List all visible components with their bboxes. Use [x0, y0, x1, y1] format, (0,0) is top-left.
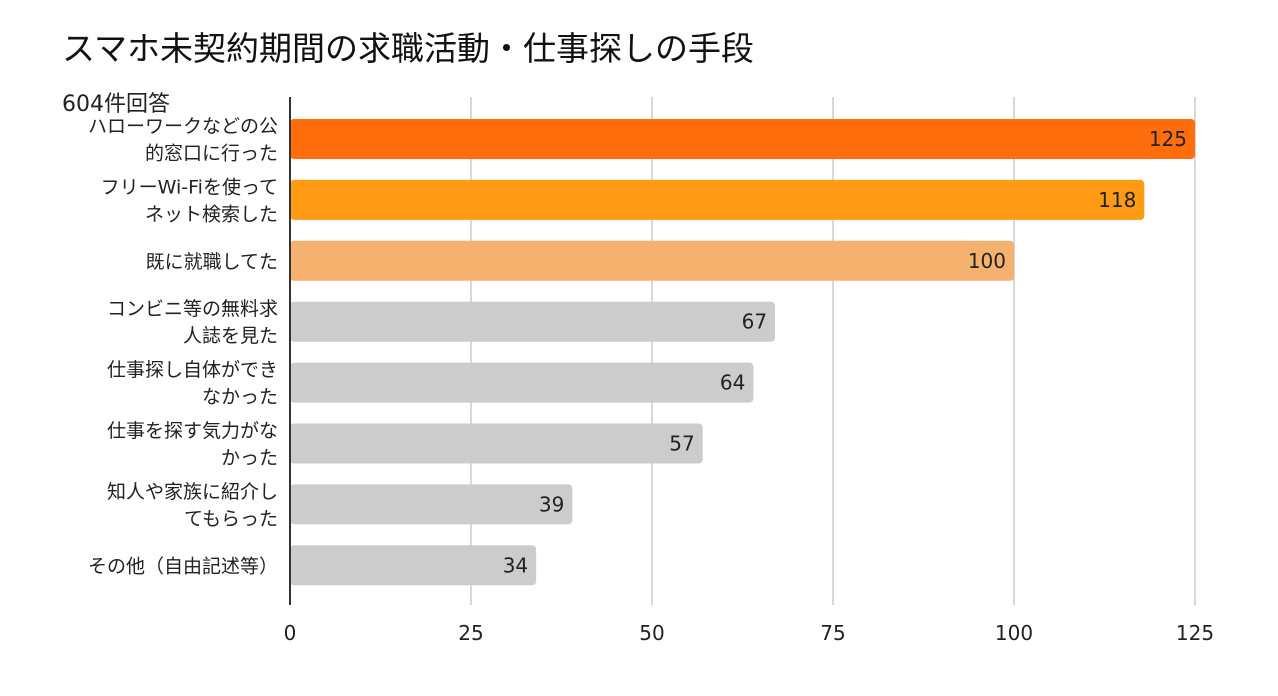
- category-label: ハローワークなどの公: [88, 116, 278, 138]
- category-label: てもらった: [184, 508, 278, 530]
- chart-subtitle: 604件回答: [62, 92, 170, 117]
- data-label: 118: [1098, 188, 1136, 212]
- category-label: フリーWi-Fiを使って: [101, 176, 278, 198]
- chart-title: スマホ未契約期間の求職活動・仕事探しの手段: [62, 29, 755, 68]
- category-label: 仕事探し自体ができ: [107, 359, 278, 381]
- bar: [290, 119, 1195, 159]
- category-label: なかった: [202, 386, 278, 408]
- data-label: 64: [720, 371, 745, 395]
- category-label: コンビニ等の無料求: [107, 298, 278, 320]
- data-label: 67: [742, 310, 767, 334]
- x-tick-label: 75: [820, 621, 845, 645]
- x-tick-label: 25: [458, 621, 483, 645]
- bar: [290, 179, 1145, 220]
- category-label: 的窓口に行った: [145, 143, 278, 165]
- x-tick-label: 100: [995, 621, 1033, 645]
- bar: [290, 240, 1014, 281]
- data-label: 125: [1149, 127, 1187, 151]
- bar: [290, 301, 776, 342]
- category-label: その他（自由記述等）: [88, 555, 278, 577]
- x-tick-label: 0: [284, 621, 297, 645]
- bar: [290, 423, 703, 464]
- data-label: 100: [968, 249, 1006, 273]
- category-label: 既に就職してた: [146, 251, 278, 273]
- category-label: 知人や家族に紹介し: [107, 481, 278, 503]
- data-label: 57: [669, 432, 694, 456]
- bar: [290, 545, 537, 586]
- data-label: 34: [503, 553, 528, 577]
- data-label: 39: [539, 492, 564, 516]
- category-label: 仕事を探す気力がな: [107, 420, 278, 442]
- bar: [290, 362, 754, 403]
- bar: [290, 484, 573, 525]
- x-tick-label: 50: [639, 621, 664, 645]
- category-label: ネット検索した: [145, 203, 278, 225]
- category-label: かった: [221, 447, 278, 469]
- x-tick-label: 125: [1176, 621, 1214, 645]
- category-label: 人誌を見た: [183, 325, 278, 347]
